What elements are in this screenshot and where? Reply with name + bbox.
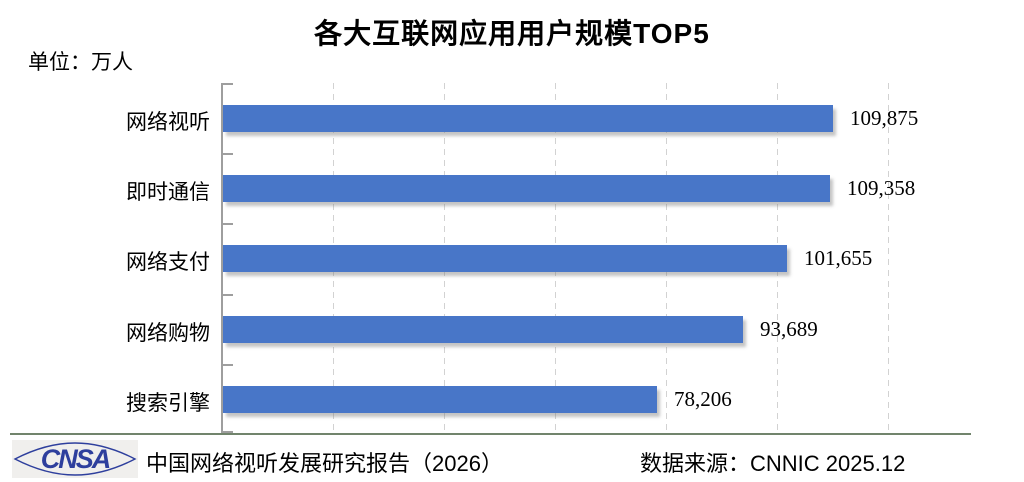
axis-tick	[221, 363, 233, 366]
value-label: 109,358	[847, 176, 916, 201]
footer-divider	[10, 433, 971, 435]
value-label: 101,655	[804, 246, 873, 271]
unit-label: 单位：万人	[28, 50, 133, 74]
page-title: 各大互联网应用用户规模TOP5	[314, 18, 710, 49]
cnsa-lens-icon: CNSA	[13, 442, 137, 476]
axis-tick	[221, 223, 233, 226]
category-label: 搜索引擎	[126, 390, 210, 415]
report-title-text: 中国网络视听发展研究报告（2026）	[146, 451, 503, 476]
axis-tick	[221, 153, 233, 156]
value-label: 93,689	[760, 316, 818, 341]
y-axis-line	[221, 83, 223, 434]
gridline	[888, 83, 889, 434]
bar	[223, 245, 787, 273]
bar	[223, 385, 657, 413]
category-label: 网络支付	[126, 250, 210, 275]
category-label: 即时通信	[126, 180, 210, 205]
category-label: 网络视听	[126, 110, 210, 134]
bar	[223, 175, 830, 203]
cnsa-logo: CNSA	[12, 440, 138, 478]
data-source-text: 数据来源：CNNIC 2025.12	[640, 451, 906, 476]
value-label: 78,206	[674, 386, 732, 411]
category-label: 网络购物	[126, 320, 210, 345]
cnsa-logo-text: CNSA	[41, 444, 110, 474]
axis-tick	[221, 293, 233, 296]
value-label: 109,875	[850, 106, 919, 130]
axis-tick	[221, 83, 233, 85]
bar	[223, 315, 743, 343]
axis-tick	[221, 431, 233, 433]
bar	[223, 105, 833, 132]
